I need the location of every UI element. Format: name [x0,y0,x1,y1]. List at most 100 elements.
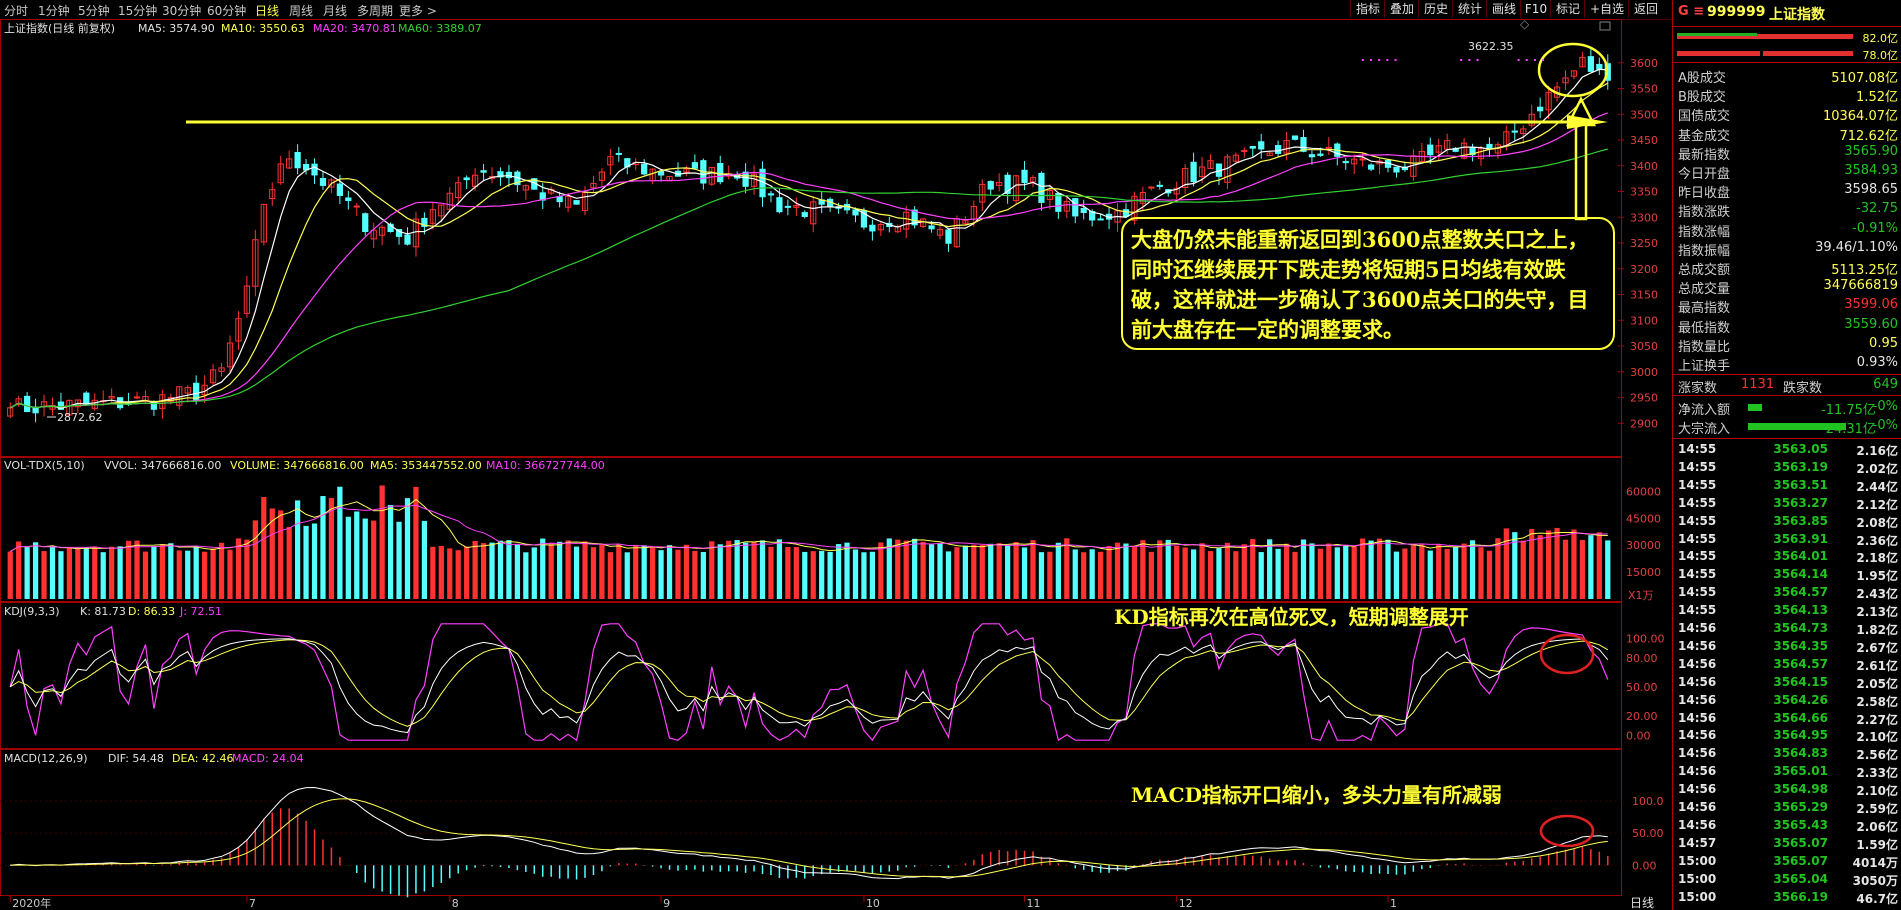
period-1min[interactable]: 1分钟 [38,4,70,18]
volume-bar [1554,527,1560,599]
volume-bar [1038,552,1045,599]
tick-volume: 2.16亿 [1856,444,1898,458]
volume-bar [311,523,318,599]
kdj-j-label: J: 72.51 [179,605,222,618]
period-weekly[interactable]: 周线 [289,4,314,18]
volume-bar [869,551,876,599]
volume-bar [320,496,326,599]
volume-bar [878,542,884,599]
volume-bar [185,550,191,599]
tick-row: 14:56 3565.01 2.33亿 [1673,763,1901,781]
tick-price: 3564.14 [1773,567,1828,582]
overlay-button[interactable]: 叠加 [1384,0,1419,18]
volume-bar [1571,529,1577,599]
volume-bar [886,538,892,599]
candle [1097,218,1104,221]
maximize-icon[interactable] [1599,21,1611,31]
volume-bar [734,540,740,599]
period-5min[interactable]: 5分钟 [78,4,110,18]
volume-bar [142,551,149,599]
tick-row: 14:55 3563.19 2.02亿 [1673,459,1901,477]
period-15min[interactable]: 15分钟 [118,4,158,18]
candle [641,163,648,175]
statistics-button[interactable]: 统计 [1452,0,1487,18]
stat-row: 今日开盘 3584.93 [1673,162,1901,182]
candle [218,367,225,372]
candle [1325,146,1332,150]
period-60min[interactable]: 60分钟 [207,4,247,18]
candle [184,387,191,394]
candle [15,398,22,405]
volume-bar [700,552,706,599]
back-button[interactable]: 返回 [1628,0,1663,18]
volume-bar [1140,540,1146,599]
volume-bar [117,546,123,599]
candle [243,285,251,314]
signal-dot [1468,59,1471,61]
tick-time: 14:55 [1678,567,1717,582]
f10-button[interactable]: F10 [1520,0,1551,18]
candle [860,210,868,228]
candle [1122,209,1130,217]
volume-bar [1216,548,1222,599]
candle [1198,166,1206,177]
candle [717,162,724,183]
settings-icon[interactable]: ◇ [1520,19,1530,31]
indicator-button[interactable]: 指标 [1350,0,1385,18]
volume-bar [1410,545,1416,599]
tick-price: 3563.91 [1773,531,1828,546]
macd-axis-label: 50.00 [1632,827,1664,840]
volume-bar [1157,540,1163,599]
tick-row: 15:00 3565.07 4014万 [1673,853,1901,871]
volume-bar [1326,543,1332,599]
volume-bar [1427,550,1433,599]
candle [615,152,622,155]
period-monthly[interactable]: 月线 [323,4,348,18]
price-axis-label: 3000 [1630,366,1658,379]
candle [429,209,436,224]
volume-bar [616,544,622,599]
candle [1520,128,1527,135]
volume-bar [599,544,605,599]
period-fenshi[interactable]: 分时 [4,4,29,18]
volume-bar [624,552,630,599]
tick-time: 14:56 [1678,638,1717,653]
block-flow-bar [1748,423,1846,430]
kdj-axis-label: 80.00 [1626,652,1658,665]
stat-row: 指数振幅 39.46/1.10% [1673,239,1901,259]
candle [810,201,817,225]
kdj-k-line [9,638,1609,734]
period-daily[interactable]: 日线 [255,4,280,18]
tick-time: 14:55 [1678,585,1717,600]
sell-strength-bar-a [1677,51,1760,56]
candle [1528,113,1535,126]
volume-bar [168,543,174,599]
volume-bar [218,542,225,599]
buy-strength-bar-green [1677,33,1757,36]
history-button[interactable]: 历史 [1418,0,1453,18]
candle [1342,161,1349,164]
candle [1587,56,1594,72]
mark-button[interactable]: 标记 [1550,0,1585,18]
period-more[interactable]: 更多 > [399,4,437,18]
draw-line-button[interactable]: 画线 [1486,0,1521,18]
stat-row: 指数量比 0.95 [1673,335,1901,355]
volume-bar [1520,540,1526,599]
candle [1570,70,1578,77]
price-axis-label: 3550 [1630,83,1658,96]
volume-bar [835,544,842,599]
period-30min[interactable]: 30分钟 [162,4,202,18]
add-favorite-button[interactable]: +自选 [1584,0,1629,18]
tick-volume: 2.06亿 [1856,819,1898,834]
volume-bar [954,547,960,599]
price-axis-label: 3200 [1630,263,1658,276]
stock-chart[interactable]: 上证指数(日线 前复权) MA5: 3574.90 MA10: 3550.63 … [0,19,1672,910]
candle [1173,187,1180,195]
candle [505,171,513,179]
divider [1673,395,1901,396]
volume-bar [413,486,419,599]
volume-bar [1495,538,1501,599]
stat-value: 39.46/1.10% [1815,239,1898,255]
tick-row: 15:00 3565.04 3050万 [1673,871,1901,889]
period-multi[interactable]: 多周期 [357,4,394,18]
